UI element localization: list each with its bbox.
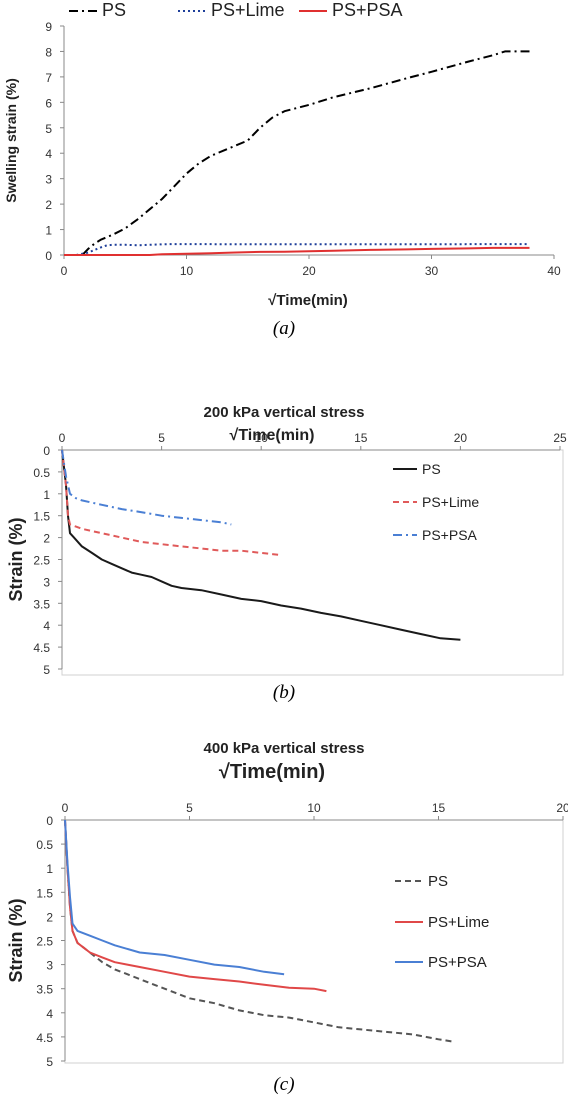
- y-tick-label: 0: [46, 814, 53, 828]
- x-tick-label: 30: [425, 264, 439, 278]
- y-tick-label: 4: [43, 619, 50, 633]
- y-tick-label: 1.5: [36, 886, 53, 900]
- chart-2: 0 5 10 15 20 0 0.5 1 1.5 2 2.5 3 3.5 4 4.5 5 400 kPa ver…: [6, 740, 568, 1095]
- y-tick-label: 4: [46, 1007, 53, 1021]
- y-tick-label: 3.5: [33, 597, 50, 611]
- legend-label: PS+PSA: [428, 954, 487, 971]
- y-tick-label: 3: [45, 173, 52, 187]
- chart-title: 200 kPa vertical stress: [204, 404, 365, 421]
- y-tick-label: 7: [45, 71, 52, 85]
- y-tick-label: 2: [46, 910, 53, 924]
- y-tick-label: 5: [45, 122, 52, 136]
- y-tick-label: 0: [43, 444, 50, 458]
- legend-label: PS: [422, 461, 441, 477]
- chart-0: 0 10 20 30 40 0 1 2 3 4 5 6 7 8 9 √Time(min) Swelling st…: [3, 0, 561, 339]
- y-tick-label: 0.5: [36, 838, 53, 852]
- x-tick-label: 20: [454, 431, 468, 445]
- figure-caption: (b): [273, 682, 295, 703]
- y-tick-label: 2: [45, 198, 52, 212]
- y-tick-label: 9: [45, 20, 52, 34]
- x-tick-label: 10: [255, 431, 269, 445]
- y-tick-label: 8: [45, 45, 52, 59]
- x-tick-label: 5: [186, 801, 193, 815]
- series-line-ps: [64, 819, 454, 1043]
- x-tick-label: 15: [432, 801, 446, 815]
- chart-title: 400 kPa vertical stress: [204, 740, 365, 757]
- y-tick-label: 6: [45, 96, 52, 110]
- x-tick-label: 20: [556, 801, 568, 815]
- y-axis-label: Strain (%): [6, 517, 26, 601]
- y-tick-label: 1: [45, 224, 52, 238]
- x-tick-label: 40: [547, 264, 561, 278]
- x-tick-label: 10: [307, 801, 321, 815]
- legend-label: PS+Lime: [211, 0, 285, 20]
- y-tick-label: 4.5: [33, 641, 50, 655]
- legend-label: PS+PSA: [332, 0, 403, 20]
- figure-caption: (c): [273, 1074, 294, 1095]
- y-tick-label: 5: [46, 1055, 53, 1069]
- legend-label: PS+Lime: [422, 494, 479, 510]
- series-line-ps-lime: [76, 243, 530, 256]
- x-tick-label: 0: [61, 264, 68, 278]
- y-tick-label: 2: [43, 532, 50, 546]
- chart-1: 0 5 10 15 20 25 0 0.5 1 1.5 2 2.5 3 3.5 4 4.5 5 200 kPa v…: [6, 404, 567, 703]
- series-line-ps-psa: [64, 819, 285, 976]
- x-axis-label: √Time(min): [230, 427, 315, 444]
- series-line-ps: [64, 50, 530, 256]
- y-tick-label: 2.5: [36, 935, 53, 949]
- y-tick-label: 1.5: [33, 510, 50, 524]
- y-axis-label: Strain (%): [6, 898, 26, 982]
- y-tick-label: 0.5: [33, 466, 50, 480]
- y-tick-label: 3: [43, 575, 50, 589]
- legend-label: PS: [102, 0, 126, 20]
- y-tick-label: 2.5: [33, 554, 50, 568]
- x-tick-label: 5: [158, 431, 165, 445]
- x-axis-label: √Time(min): [219, 761, 325, 783]
- series-line-ps-psa: [61, 449, 232, 526]
- x-axis-label: √Time(min): [268, 292, 348, 309]
- y-tick-label: 1: [46, 862, 53, 876]
- y-tick-label: 3.5: [36, 983, 53, 997]
- y-tick-label: 5: [43, 663, 50, 677]
- y-axis-label: Swelling strain (%): [3, 78, 19, 202]
- x-tick-label: 10: [180, 264, 194, 278]
- plot-area-border: [64, 819, 564, 1064]
- y-tick-label: 0: [45, 249, 52, 263]
- series-line-ps: [61, 449, 461, 641]
- series-line-ps-psa: [64, 246, 530, 256]
- y-tick-label: 4: [45, 147, 52, 161]
- legend-label: PS: [428, 873, 448, 890]
- y-tick-label: 3: [46, 959, 53, 973]
- series-line-ps-lime: [61, 449, 282, 557]
- y-tick-label: 4.5: [36, 1031, 53, 1045]
- figure-caption: (a): [273, 318, 295, 339]
- legend-label: PS+Lime: [428, 914, 489, 931]
- x-tick-label: 15: [354, 431, 368, 445]
- series-line-ps-lime: [64, 819, 327, 993]
- plot-area-border: [61, 449, 564, 676]
- x-tick-label: 0: [62, 801, 69, 815]
- x-tick-label: 25: [553, 431, 567, 445]
- legend-label: PS+PSA: [422, 527, 478, 543]
- y-tick-label: 1: [43, 488, 50, 502]
- x-tick-label: 20: [302, 264, 316, 278]
- x-tick-label: 0: [59, 431, 66, 445]
